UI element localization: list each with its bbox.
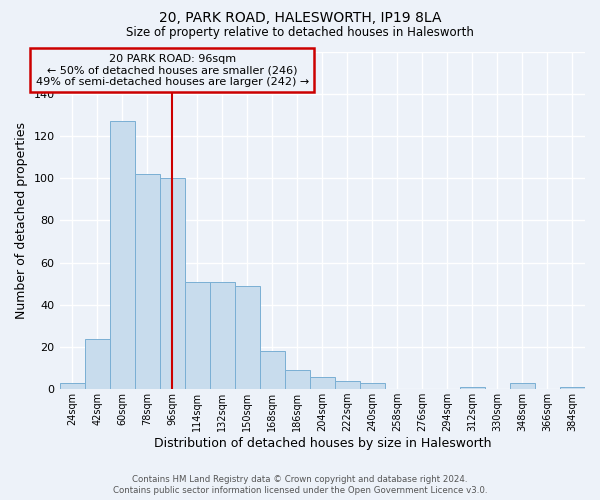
Bar [310, 376, 335, 389]
Bar [260, 351, 285, 389]
Bar [185, 282, 209, 389]
Text: 20 PARK ROAD: 96sqm
← 50% of detached houses are smaller (246)
49% of semi-detac: 20 PARK ROAD: 96sqm ← 50% of detached ho… [35, 54, 309, 87]
Bar [235, 286, 260, 389]
Bar [85, 338, 110, 389]
Text: 20, PARK ROAD, HALESWORTH, IP19 8LA: 20, PARK ROAD, HALESWORTH, IP19 8LA [159, 12, 441, 26]
Bar [134, 174, 160, 389]
Bar [510, 383, 535, 389]
Bar [460, 387, 485, 389]
Text: Size of property relative to detached houses in Halesworth: Size of property relative to detached ho… [126, 26, 474, 39]
Bar [209, 282, 235, 389]
Bar [285, 370, 310, 389]
X-axis label: Distribution of detached houses by size in Halesworth: Distribution of detached houses by size … [154, 437, 491, 450]
Bar [160, 178, 185, 389]
Bar [110, 121, 134, 389]
Y-axis label: Number of detached properties: Number of detached properties [15, 122, 28, 319]
Bar [335, 380, 360, 389]
Bar [59, 383, 85, 389]
Text: Contains HM Land Registry data © Crown copyright and database right 2024.: Contains HM Land Registry data © Crown c… [132, 475, 468, 484]
Bar [360, 383, 385, 389]
Bar [560, 387, 585, 389]
Text: Contains public sector information licensed under the Open Government Licence v3: Contains public sector information licen… [113, 486, 487, 495]
